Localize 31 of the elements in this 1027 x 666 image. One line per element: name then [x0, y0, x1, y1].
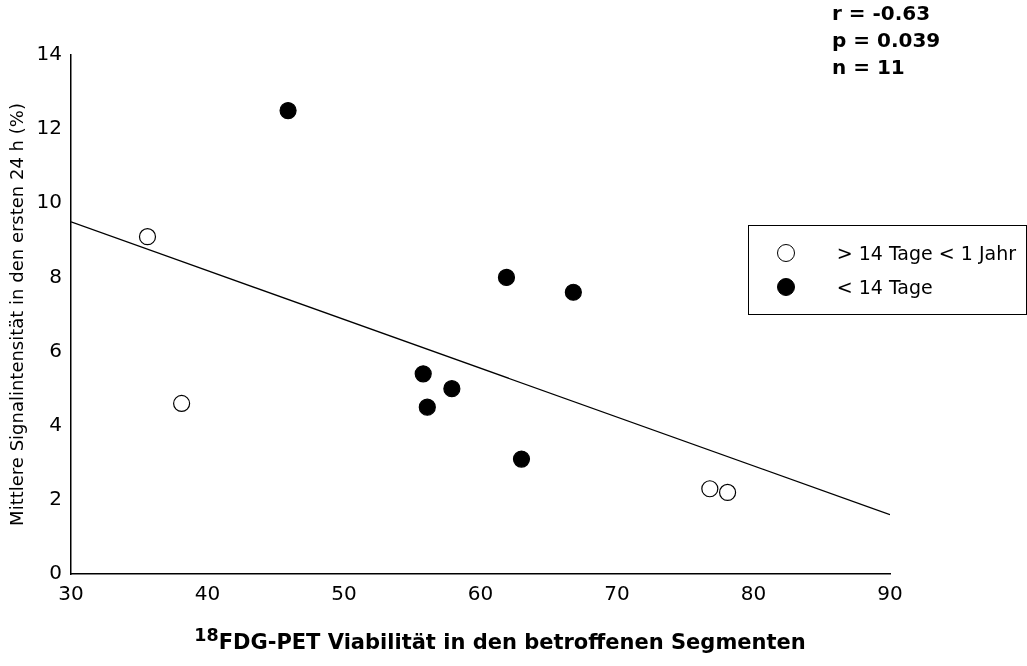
point: [138, 228, 157, 246]
x-tick-label: 50: [331, 581, 357, 606]
point: [718, 483, 737, 502]
x-tick-label: 90: [877, 581, 903, 606]
y-tick-label: 14: [36, 41, 63, 66]
point: [173, 394, 191, 413]
point: [418, 398, 436, 416]
x-tick-label: 60: [467, 581, 494, 606]
text: p = 0.039: [832, 27, 941, 54]
y-tick-label: 8: [49, 263, 63, 288]
y-tick-label: 4: [49, 411, 63, 436]
text: r = -0.63: [832, 0, 932, 27]
point: [564, 283, 582, 301]
x-tick-label: 80: [740, 581, 767, 606]
x-axis-title: $^{18}$FDG-PET Viabilität in den betroffenen Segmenten: [193, 625, 807, 654]
y-tick-label: 2: [49, 486, 63, 511]
y-tick-label: 10: [36, 189, 63, 214]
point: [701, 480, 719, 498]
point: [512, 450, 531, 468]
legend-label: > 14 Tage < 1 Jahr: [836, 242, 1016, 264]
x-tick-label: 40: [194, 581, 221, 606]
y-tick-label: 12: [36, 115, 63, 140]
point: [497, 268, 516, 287]
legend-label: < 14 Tage: [836, 276, 933, 298]
point: [443, 380, 461, 398]
y-tick-label: 6: [49, 337, 63, 362]
annotation: n = 11: [832, 54, 906, 81]
x-tick-label: 70: [604, 581, 630, 606]
point: [414, 365, 432, 383]
point: [279, 102, 297, 120]
y-axis-title: Mittlere Signalintensität in den ersten 24 h (%): [6, 103, 28, 526]
